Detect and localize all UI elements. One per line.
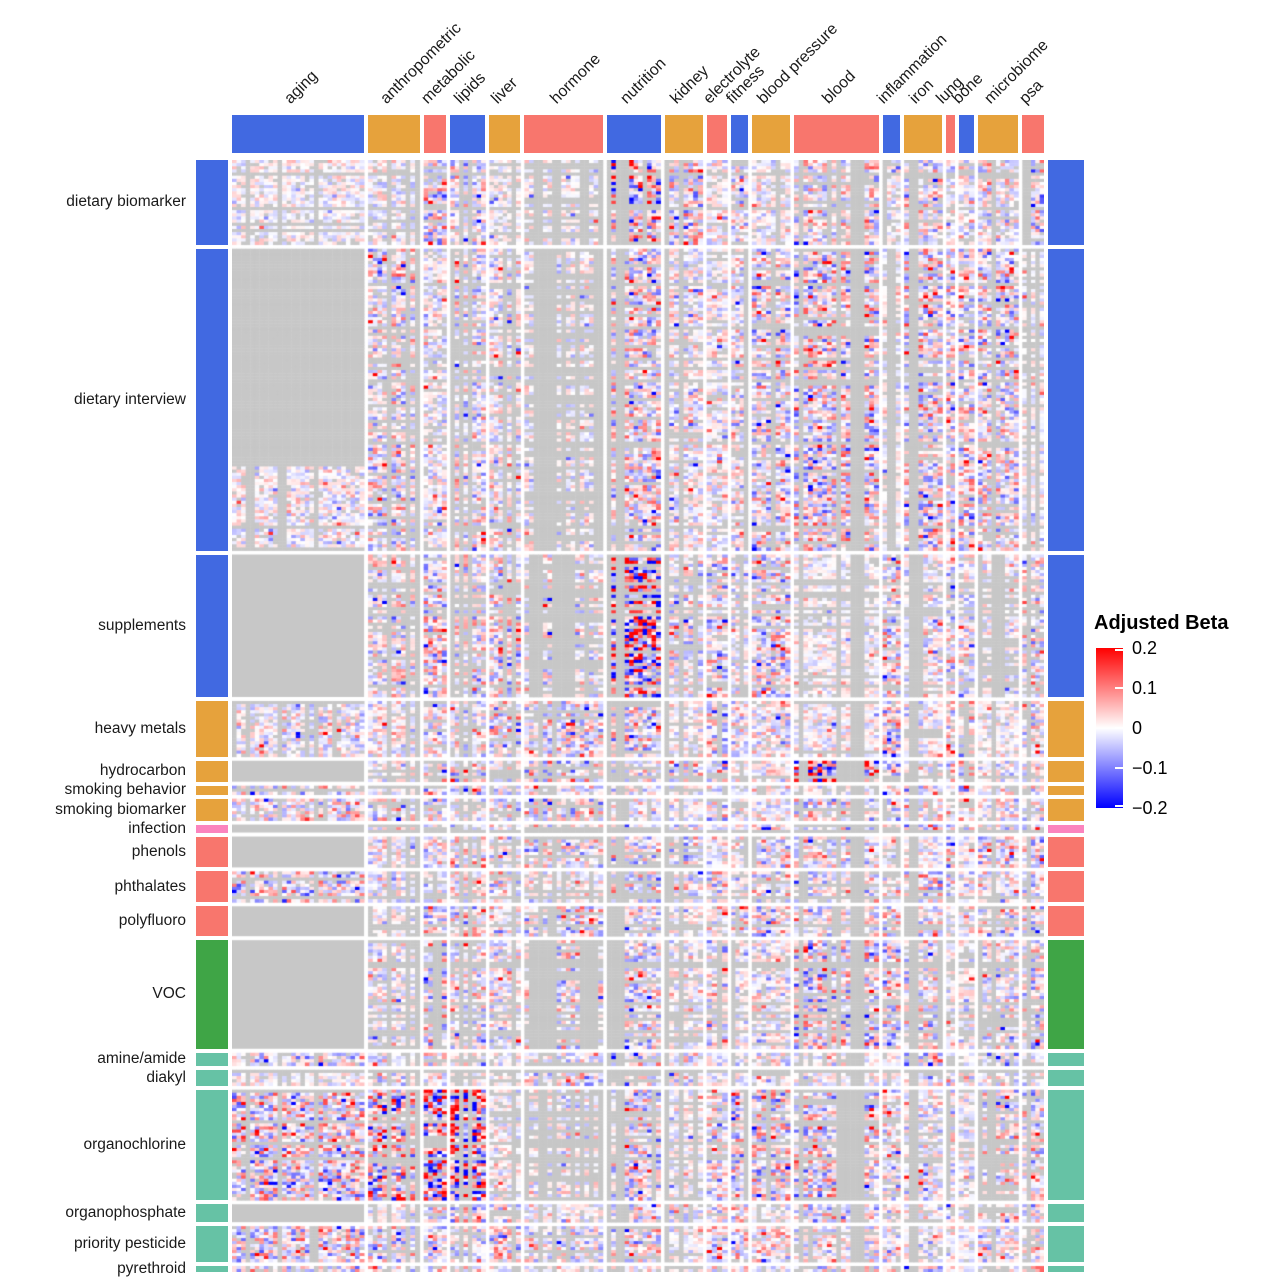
row-annotation-right	[1048, 160, 1084, 245]
row-annotation-left	[196, 940, 228, 1049]
row-annotation-right	[1048, 785, 1084, 795]
row-label: VOC	[152, 985, 186, 1003]
column-annotation	[731, 115, 748, 153]
row-annotation-right	[1048, 824, 1084, 833]
column-label: aging	[281, 67, 322, 108]
column-annotation	[946, 115, 955, 153]
column-annotation	[232, 115, 365, 153]
row-annotation-left	[196, 1204, 228, 1223]
row-annotation-left	[196, 1266, 228, 1272]
column-annotation	[450, 115, 486, 153]
legend-tick-mark	[1115, 649, 1123, 651]
row-annotation-left	[196, 1052, 228, 1066]
row-label: organochlorine	[83, 1135, 186, 1153]
row-label: polyfluoro	[118, 912, 186, 930]
column-label: psa	[1016, 77, 1047, 108]
column-annotation	[978, 115, 1019, 153]
row-label: organophosphate	[65, 1204, 186, 1222]
row-annotation-left	[196, 760, 228, 782]
column-label: nutrition	[616, 55, 670, 108]
row-label: priority pesticide	[74, 1235, 186, 1253]
legend-tick-label: −0.2	[1132, 798, 1168, 818]
legend-tick-mark	[1115, 767, 1123, 769]
legend: Adjusted Beta 0.2 0.1 0 −0.1 −0.2	[1094, 612, 1276, 842]
row-label: amine/amide	[97, 1050, 186, 1068]
row-annotation-right	[1048, 836, 1084, 868]
row-label: hydrocarbon	[99, 762, 186, 780]
column-annotation	[664, 115, 703, 153]
row-annotation-left	[196, 871, 228, 903]
legend-tick-mark	[1115, 727, 1123, 729]
column-annotation	[423, 115, 447, 153]
row-annotation-right	[1048, 940, 1084, 1049]
row-label: dietary biomarker	[66, 193, 186, 211]
column-label: microbiome	[981, 36, 1052, 108]
legend-colorbar	[1096, 648, 1123, 808]
row-annotation-left	[196, 824, 228, 833]
legend-tick-label: 0.2	[1132, 638, 1158, 658]
row-annotation-right	[1048, 1089, 1084, 1201]
row-label: supplements	[98, 616, 186, 634]
column-annotation	[706, 115, 728, 153]
row-annotation-left	[196, 785, 228, 795]
row-label: heavy metals	[94, 719, 186, 737]
row-annotation-right	[1048, 1069, 1084, 1086]
heatmap-canvas	[232, 160, 1044, 1272]
row-annotation-right	[1048, 760, 1084, 782]
legend-tick-mark	[1115, 805, 1123, 807]
column-annotation	[794, 115, 879, 153]
row-label: infection	[128, 819, 186, 837]
column-annotation	[606, 115, 661, 153]
column-annotation	[489, 115, 521, 153]
row-label: smoking biomarker	[55, 800, 186, 818]
column-annotation	[958, 115, 975, 153]
row-annotation-left	[196, 700, 228, 757]
row-annotation-right	[1048, 554, 1084, 697]
row-annotation-right	[1048, 248, 1084, 551]
row-annotation-left	[196, 1089, 228, 1201]
column-annotation	[524, 115, 603, 153]
column-label: hormone	[546, 50, 604, 108]
row-annotation-left	[196, 798, 228, 821]
row-label: phthalates	[114, 877, 186, 895]
column-annotation	[904, 115, 943, 153]
column-label: liver	[488, 74, 521, 108]
row-annotation-right	[1048, 1226, 1084, 1263]
row-annotation-right	[1048, 1266, 1084, 1272]
row-label: pyrethroid	[117, 1260, 186, 1277]
row-label: phenols	[131, 842, 186, 860]
row-annotation-right	[1048, 798, 1084, 821]
row-label: smoking behavior	[64, 781, 186, 799]
row-label: diakyl	[146, 1068, 186, 1086]
row-annotation-left	[196, 906, 228, 937]
row-annotation-left	[196, 554, 228, 697]
column-annotation	[368, 115, 420, 153]
row-annotation-left	[196, 248, 228, 551]
row-annotation-right	[1048, 906, 1084, 937]
column-annotation	[1022, 115, 1044, 153]
row-annotation-left	[196, 1069, 228, 1086]
column-annotation	[882, 115, 901, 153]
row-annotation-left	[196, 160, 228, 245]
column-label: blood	[819, 67, 860, 108]
row-annotation-left	[196, 836, 228, 868]
row-annotation-right	[1048, 700, 1084, 757]
row-annotation-left	[196, 1226, 228, 1263]
row-annotation-right	[1048, 871, 1084, 903]
column-annotation	[751, 115, 790, 153]
row-label: dietary interview	[74, 390, 186, 408]
row-annotation-right	[1048, 1204, 1084, 1223]
legend-tick-label: −0.1	[1132, 758, 1168, 778]
legend-tick-mark	[1115, 687, 1123, 689]
legend-tick-label: 0	[1132, 718, 1143, 738]
legend-tick-label: 0.1	[1132, 678, 1158, 698]
row-annotation-right	[1048, 1052, 1084, 1066]
legend-title: Adjusted Beta	[1094, 612, 1229, 634]
